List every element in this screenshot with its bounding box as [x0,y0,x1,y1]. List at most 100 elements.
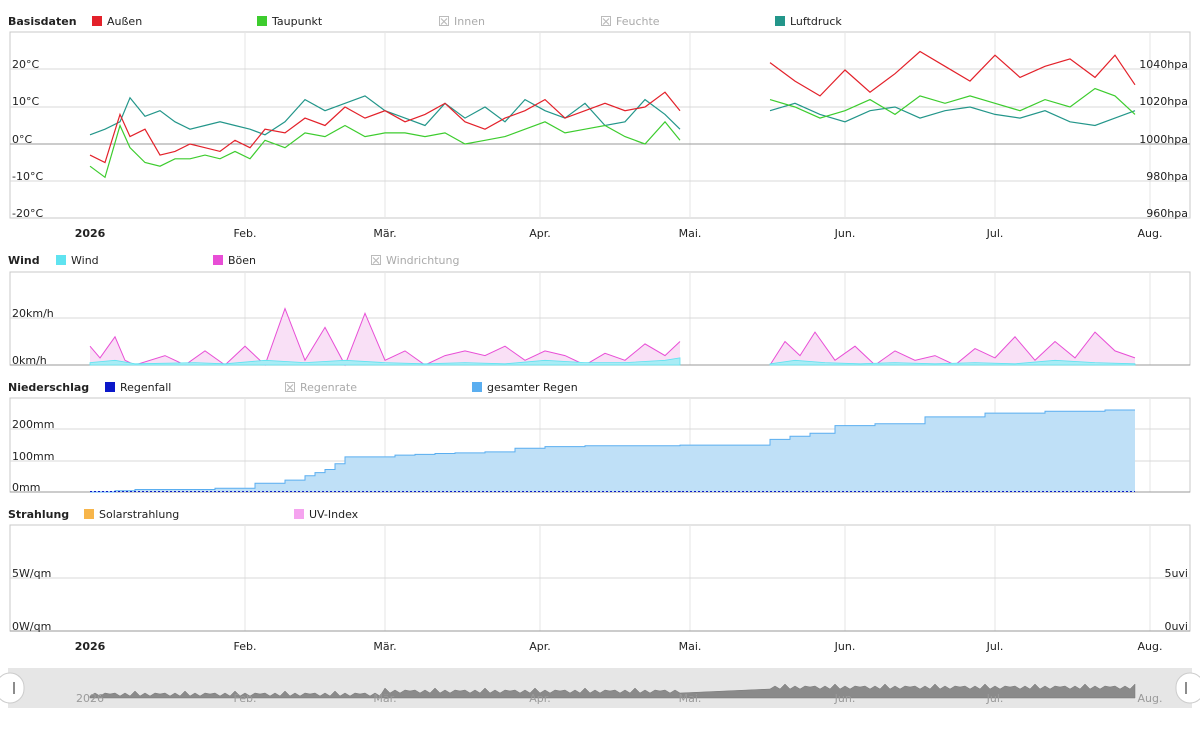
series-luftdruck-line [89,95,1136,136]
navigator-month-label-5: Jun. [834,692,856,705]
legend-cross-icon [286,384,294,391]
legend-item-basis-1[interactable]: Taupunkt [257,15,323,28]
legend-label-rain-0: Regenfall [120,381,171,394]
navigator-month-label-7: Aug. [1138,692,1163,705]
basis-left-tick-0: 20°C [12,58,39,71]
solar-right-tick-1: 0uvi [1164,620,1188,633]
legend-label-wind-1: Böen [228,254,256,267]
solar-right-tick-0: 5uvi [1164,567,1188,580]
solar-month-label-6: Jul. [986,640,1004,653]
legend-label-solar-0: Solarstrahlung [99,508,179,521]
legend-item-rain-1[interactable]: Regenrate [285,381,358,394]
basis-month-label-3: Apr. [529,227,551,240]
solar-month-label-1: Feb. [234,640,257,653]
regenfall-bar-1 [949,491,951,492]
basis-right-tick-0: 1040hpa [1139,58,1188,71]
basis-month-label-6: Jul. [986,227,1004,240]
rain-left-tick-0: 200mm [12,418,54,431]
legend-item-basis-2[interactable]: Innen [439,15,485,28]
rain-title: Niederschlag [8,381,89,394]
solar-month-label-3: Apr. [529,640,551,653]
legend-label-solar-1: UV-Index [309,508,359,521]
solar-left-tick-0: 5W/qm [12,567,51,580]
navigator-month-label-3: Apr. [529,692,551,705]
legend-item-wind-2[interactable]: Windrichtung [371,254,460,267]
solar-month-label-5: Jun. [834,640,856,653]
navigator-series-area [89,683,1136,699]
legend-swatch-icon [294,509,304,519]
legend-item-wind-0[interactable]: Wind [56,254,99,267]
legend-item-wind-1[interactable]: Böen [213,254,256,267]
series-aussen-line [89,50,1136,164]
basis-month-label-4: Mai. [679,227,702,240]
legend-swatch-icon [84,509,94,519]
navigator-left-handle[interactable] [0,672,25,704]
wind-left-tick-0: 20km/h [12,307,54,320]
background-layer [9,31,1191,632]
basis-left-tick-1: 10°C [12,95,39,108]
legend-label-basis-4: Luftdruck [790,15,842,28]
navigator-month-label-6: Jul. [986,692,1004,705]
navigator-right-handle[interactable] [1175,672,1200,704]
range-navigator[interactable]: 2026 Feb. Mär. Apr. Mai. Jun. Jul. Aug. [0,668,1200,708]
legend-cross-icon [372,257,380,264]
legend-label-rain-2: gesamter Regen [487,381,578,394]
series-taupunkt-line [89,87,1136,179]
navigator-month-label-2: Mär. [373,692,396,705]
legend-cross-icon [602,18,610,25]
legend-swatch-icon [105,382,115,392]
basis-title: Basisdaten [8,15,77,28]
series-layer [89,50,1136,493]
legend-item-solar-0[interactable]: Solarstrahlung [84,508,179,521]
solar-left-tick-1: 0W/qm [12,620,51,633]
legend-label-basis-0: Außen [107,15,142,28]
legend-swatch-icon [213,255,223,265]
label-layer: Basisdaten Außen Taupunkt Innen Feuchte Luftd… [0,15,1200,708]
solar-month-label-7: Aug. [1138,640,1163,653]
navigator-month-label-1: Feb. [234,692,257,705]
regenfall-bar-0 [679,491,681,492]
series-gesamter-regen-line [90,409,1135,493]
legend-label-wind-0: Wind [71,254,99,267]
basis-right-tick-4: 960hpa [1146,207,1188,220]
legend-label-rain-1: Regenrate [300,381,357,394]
basis-month-label-1: Feb. [234,227,257,240]
navigator-month-label-4: Mai. [679,692,702,705]
basis-month-label-0: 2026 [75,227,106,240]
series-gesamter-regen-area [90,410,1135,492]
legend-item-rain-0[interactable]: Regenfall [105,381,171,394]
basis-left-tick-2: 0°C [12,133,32,146]
solar-month-label-4: Mai. [679,640,702,653]
legend-item-basis-0[interactable]: Außen [92,15,142,28]
legend-item-basis-3[interactable]: Feuchte [601,15,660,28]
legend-item-solar-1[interactable]: UV-Index [294,508,359,521]
legend-swatch-icon [257,16,267,26]
legend-item-basis-4[interactable]: Luftdruck [775,15,842,28]
wind-title: Wind [8,254,40,267]
legend-swatch-icon [56,255,66,265]
rain-left-tick-2: 0mm [12,481,40,494]
legend-cross-icon [440,18,448,25]
basis-right-tick-2: 1000hpa [1139,133,1188,146]
basis-left-tick-4: -20°C [12,207,43,220]
basis-right-tick-3: 980hpa [1146,170,1188,183]
legend-swatch-icon [92,16,102,26]
navigator-left-handle-body [0,672,25,704]
legend-label-basis-2: Innen [454,15,485,28]
legend-label-wind-2: Windrichtung [386,254,459,267]
series-boeen-area [90,308,1135,365]
basis-month-label-2: Mär. [373,227,396,240]
solar-month-label-2: Mär. [373,640,396,653]
basis-left-tick-3: -10°C [12,170,43,183]
legend-item-rain-2[interactable]: gesamter Regen [472,381,578,394]
series-wind-area [89,357,1136,366]
basis-month-label-7: Aug. [1138,227,1163,240]
legend-label-basis-1: Taupunkt [271,15,323,28]
navigator-month-label-0: 2026 [76,692,104,705]
legend-label-basis-3: Feuchte [616,15,660,28]
navigator-right-handle-body [1175,672,1200,704]
wind-left-tick-1: 0km/h [12,354,47,367]
legend-swatch-icon [775,16,785,26]
solar-month-label-0: 2026 [75,640,106,653]
